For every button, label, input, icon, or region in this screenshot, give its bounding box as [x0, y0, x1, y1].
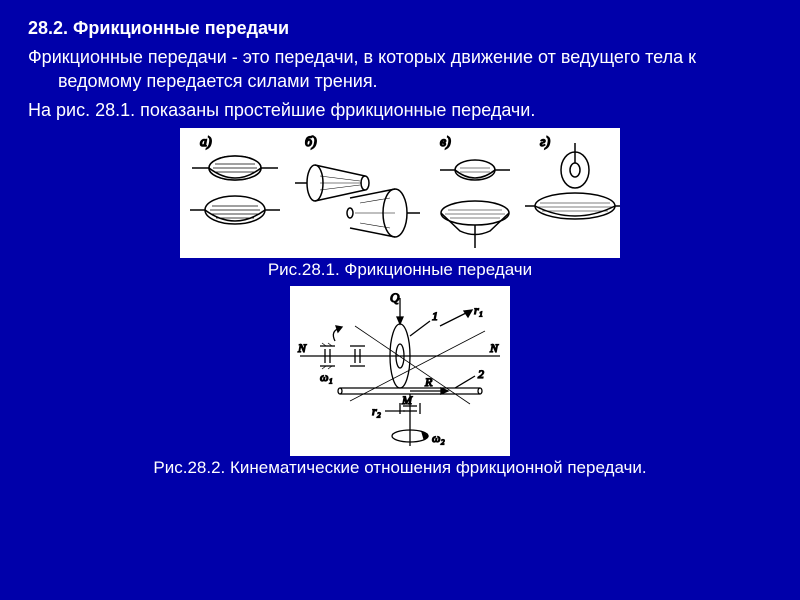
fig2-label-2: 2 [478, 367, 484, 381]
fig2-label-r2: r₂ [372, 404, 381, 418]
section-heading: 28.2. Фрикционные передачи [28, 18, 784, 39]
figure-1: а) б) [180, 128, 620, 258]
fig2-label-1: 1 [432, 309, 438, 323]
figure-1-caption: Рис.28.1. Фрикционные передачи [16, 260, 784, 280]
fig2-label-N-right: N [489, 341, 499, 355]
fig2-label-w2: ω₂ [432, 431, 445, 445]
fig1-label-a: а) [200, 135, 212, 150]
fig2-label-N-left: N [297, 341, 307, 355]
fig2-label-w1: ω₁ [320, 370, 333, 384]
fig2-label-r1: r₁ [474, 303, 483, 317]
fig2-label-R: R [424, 375, 433, 389]
fig1-label-d: г) [540, 135, 550, 150]
fig2-label-Q: Q [390, 290, 400, 305]
fig1-label-c: в) [440, 135, 451, 150]
paragraph-2: На рис. 28.1. показаны простейшие фрикци… [28, 98, 784, 122]
figure-2-caption: Рис.28.2. Кинематические отношения фрикц… [16, 458, 784, 478]
paragraph-1: Фрикционные передачи - это передачи, в к… [28, 45, 784, 94]
fig2-label-M: M [401, 393, 413, 407]
figure-2: N N Q 1 r₁ [290, 286, 510, 456]
fig1-label-b: б) [305, 135, 317, 150]
